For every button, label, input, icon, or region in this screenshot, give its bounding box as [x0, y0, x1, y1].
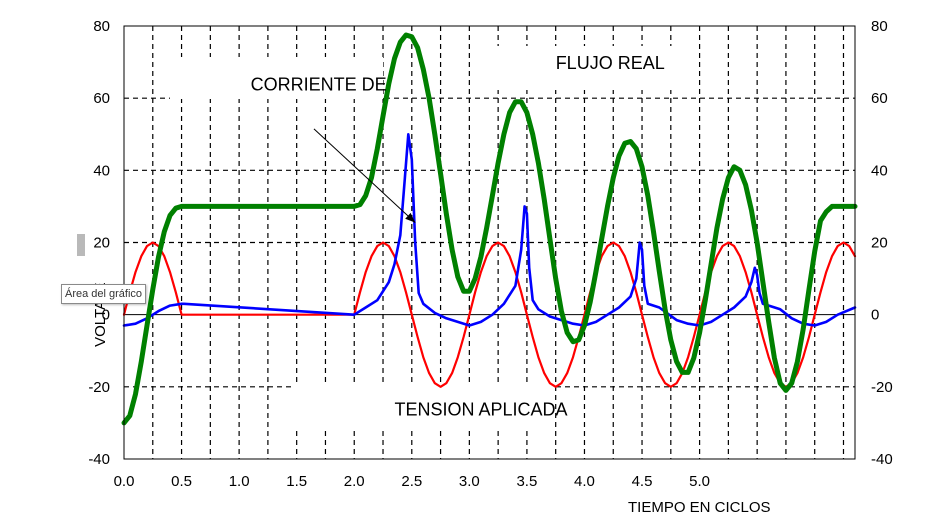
selection-handle[interactable]: [77, 234, 85, 256]
x-axis-ticks: 0.0 0.5 1.0 1.5 2.0 2.5 3.0 3.5 4.0 4.5 5.0: [114, 473, 710, 490]
x-tick-label: 1.0: [229, 473, 250, 490]
y-axis-right-ticks: -40 -20 0 20 40 60 80: [871, 18, 893, 468]
annotations: CORRIENTE DE FLUJO REAL TENSION APLICADA: [251, 53, 665, 419]
x-tick-label: 4.5: [632, 473, 653, 490]
chart-area-tooltip: Área del gráfico: [61, 284, 147, 304]
annotation-background: [482, 46, 684, 90]
annotation-background: [293, 385, 553, 430]
series-line-corriente: [122, 133, 857, 327]
y-tick-label-left: 40: [93, 162, 110, 179]
series-line-flujo: [121, 32, 858, 426]
x-axis-label: TIEMPO EN CICLOS: [628, 499, 771, 516]
annotation-text: FLUJO REAL: [556, 53, 665, 73]
annotation-arrow-head: [405, 212, 416, 223]
y-tick-label-left: 60: [93, 90, 110, 107]
x-tick-label: 0.0: [114, 473, 135, 490]
y-tick-label-right: 80: [871, 18, 888, 35]
grid-lines: [124, 26, 855, 459]
y-tick-label-right: 40: [871, 162, 888, 179]
annotation-background: [170, 57, 383, 99]
x-tick-label: 0.5: [171, 473, 192, 490]
x-tick-label: 2.0: [344, 473, 365, 490]
annotation-text: TENSION APLICADA: [395, 399, 568, 419]
x-tick-label: 3.5: [516, 473, 537, 490]
y-tick-label-right: 60: [871, 90, 888, 107]
annotation-text: CORRIENTE DE: [251, 75, 387, 95]
y-tick-label-right: -20: [871, 379, 893, 396]
series-layer: [121, 32, 858, 426]
y-tick-label-left: 80: [93, 18, 110, 35]
plot-frame: [123, 25, 856, 460]
y-tick-label-right: 0: [871, 307, 879, 324]
y-tick-label-right: 20: [871, 235, 888, 252]
y-tick-label-left: 0: [102, 307, 110, 324]
x-tick-label: 3.0: [459, 473, 480, 490]
x-tick-label: 5.0: [689, 473, 710, 490]
y-axis-left-ticks: -40 -20 0 20 40 60 80: [88, 18, 110, 468]
annotation-arrow: [313, 128, 416, 224]
y-tick-label-right: -40: [871, 451, 893, 468]
x-tick-label: 1.5: [286, 473, 307, 490]
x-tick-label: 2.5: [401, 473, 422, 490]
x-tick-label: 4.0: [574, 473, 595, 490]
series-line-tension: [122, 241, 857, 388]
y-tick-label-left: -40: [88, 451, 110, 468]
y-tick-label-left: -20: [88, 379, 110, 396]
y-tick-label-left: 20: [93, 235, 110, 252]
